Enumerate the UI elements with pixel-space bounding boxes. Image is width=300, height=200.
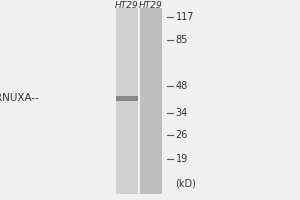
Text: (kD): (kD) [176, 179, 197, 189]
Bar [140, 8, 162, 194]
Text: RNUXA--: RNUXA-- [0, 93, 39, 103]
Text: 117: 117 [176, 12, 194, 22]
Bar [116, 8, 138, 194]
Text: 19: 19 [176, 154, 188, 164]
Text: 26: 26 [176, 130, 188, 140]
Text: HT29: HT29 [115, 0, 139, 9]
Text: 85: 85 [176, 35, 188, 45]
Bar [116, 96, 138, 100]
Text: 48: 48 [176, 81, 188, 91]
Text: 34: 34 [176, 108, 188, 118]
Text: HT29: HT29 [139, 0, 163, 9]
